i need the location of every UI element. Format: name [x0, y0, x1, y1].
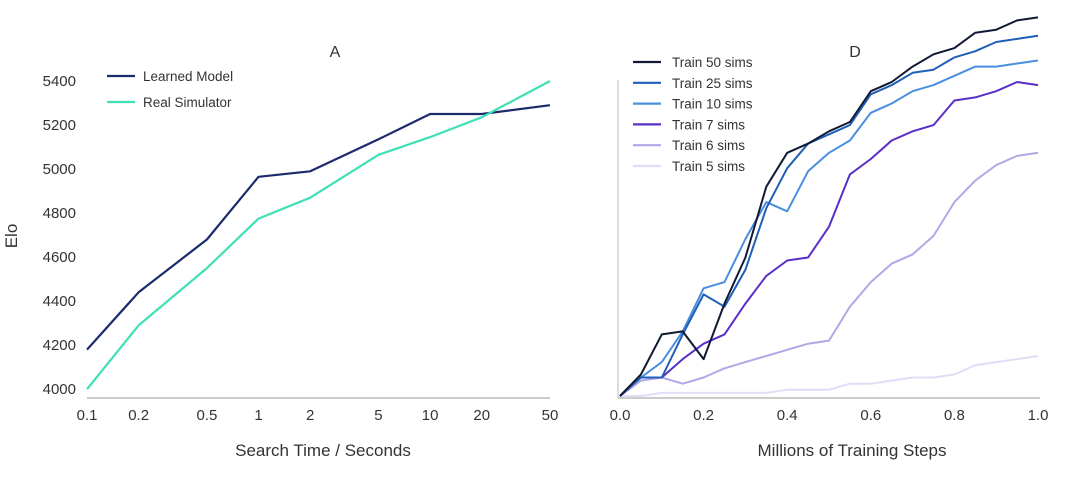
- series-line-real-simulator: [86, 80, 551, 390]
- panel-d: D Millions of Training Steps 0.0 0.2 0.4 0.…: [610, 16, 1049, 460]
- panel-d-x-axis-label: Millions of Training Steps: [758, 441, 947, 460]
- panel-a-y-tick-label: 5400: [43, 73, 76, 90]
- series-line-train-10-sims: [619, 59, 1039, 397]
- panel-a-x-tick-label: 5: [374, 407, 382, 424]
- panel-d-x-tick-label: 0.2: [693, 407, 714, 424]
- panel-a-x-tick-label: 0.1: [77, 407, 98, 424]
- panel-a-x-tick-label: 1: [254, 407, 262, 424]
- legend-label: Train 5 sims: [672, 159, 745, 174]
- legend-label: Train 50 sims: [672, 55, 753, 70]
- panel-a-y-tick-label: 4400: [43, 293, 76, 310]
- panel-d-series: [619, 16, 1039, 397]
- panel-a-y-tick-label: 5200: [43, 117, 76, 134]
- series-line-learned-model: [86, 104, 551, 351]
- panel-a-y-ticks: 4000 4200 4400 4600 4800 5000 5200 5400: [43, 73, 76, 398]
- series-line-train-6-sims: [619, 151, 1039, 397]
- panel-a-x-axis-label: Search Time / Seconds: [235, 441, 411, 460]
- series-line-train-50-sims: [619, 16, 1039, 397]
- panel-a-y-axis-label: Elo: [2, 224, 21, 249]
- panel-a-x-tick-label: 50: [542, 407, 559, 424]
- legend-label: Train 25 sims: [672, 76, 753, 91]
- panel-a-x-tick-label: 20: [473, 407, 490, 424]
- panel-d-legend: Train 50 sims Train 25 sims Train 10 sims T…: [633, 55, 753, 174]
- panel-a-x-tick-label: 0.5: [196, 407, 217, 424]
- panel-d-x-tick-label: 0.0: [610, 407, 631, 424]
- legend-label: Train 7 sims: [672, 117, 745, 132]
- panel-a-legend: Learned Model Real Simulator: [107, 69, 233, 110]
- panel-a-x-tick-label: 10: [422, 407, 439, 424]
- panel-a-y-tick-label: 4600: [43, 249, 76, 266]
- panel-a-title: A: [330, 44, 341, 61]
- panel-a-y-tick-label: 4800: [43, 205, 76, 222]
- legend-label: Train 10 sims: [672, 97, 753, 112]
- series-line-train-5-sims: [620, 355, 1039, 397]
- panel-d-x-ticks: 0.0 0.2 0.4 0.6 0.8 1.0: [610, 407, 1049, 424]
- panel-a-x-tick-label: 2: [306, 407, 314, 424]
- panel-d-x-tick-label: 0.8: [944, 407, 965, 424]
- legend-label: Real Simulator: [143, 95, 232, 110]
- panel-a-x-ticks: 0.1 0.2 0.5 1 2 5 10 20 50: [77, 407, 559, 424]
- legend-label: Learned Model: [143, 69, 233, 84]
- panel-d-x-tick-label: 0.4: [777, 407, 798, 424]
- legend-label: Train 6 sims: [672, 138, 745, 153]
- panel-d-x-tick-label: 0.6: [860, 407, 881, 424]
- series-line-train-7-sims: [619, 81, 1039, 397]
- panel-a-y-tick-label: 4000: [43, 381, 76, 398]
- panel-a-y-tick-label: 4200: [43, 337, 76, 354]
- panel-a-x-tick-label: 0.2: [128, 407, 149, 424]
- panel-d-x-tick-label: 1.0: [1028, 407, 1049, 424]
- panel-a-y-tick-label: 5000: [43, 161, 76, 178]
- panel-d-title: D: [849, 44, 861, 61]
- series-line-train-25-sims: [619, 34, 1039, 397]
- panel-a-series: [86, 80, 551, 390]
- panel-a: A Search Time / Seconds Elo 0.1 0.2 0.5 1 2 5…: [2, 44, 558, 460]
